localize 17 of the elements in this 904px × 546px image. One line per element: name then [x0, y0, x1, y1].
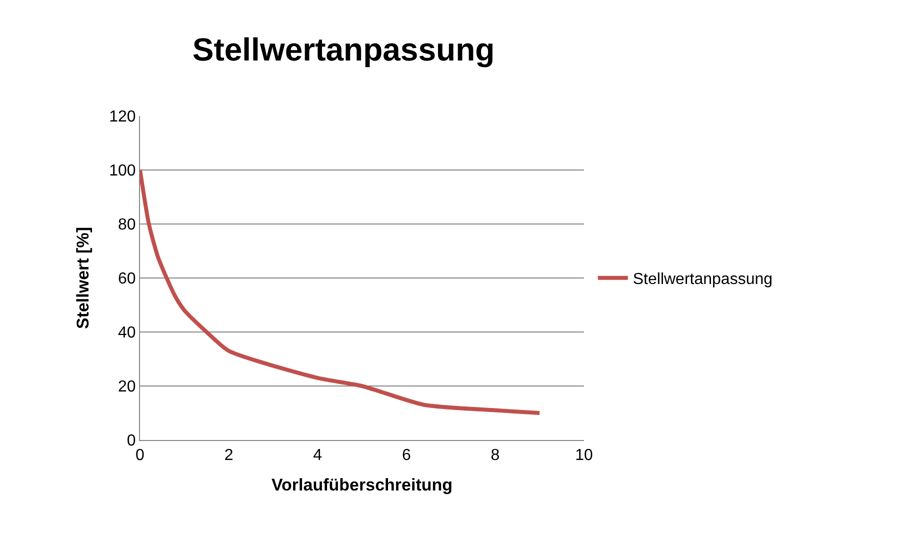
chart-title: Stellwertanpassung	[192, 32, 495, 68]
y-tick-label: 0	[126, 432, 136, 450]
y-axis-title: Stellwert [%]	[74, 226, 93, 330]
x-tick-label: 2	[224, 447, 234, 464]
y-tick-label: 40	[118, 324, 136, 342]
x-tick-label: 6	[402, 447, 411, 464]
y-tick-label: 60	[118, 270, 136, 288]
y-tick-label: 100	[109, 162, 136, 180]
legend-label: Stellwertanpassung	[632, 271, 773, 288]
x-tick-label: 8	[490, 447, 500, 464]
y-tick-label: 80	[118, 216, 136, 234]
x-tick-label: 10	[575, 447, 593, 464]
line-series	[140, 168, 542, 415]
x-axis-title: Vorlaufüberschreitung	[271, 476, 453, 495]
y-tick-label: 20	[118, 378, 136, 396]
y-tick-label: 120	[109, 108, 136, 126]
x-tick-label: 4	[313, 447, 322, 464]
